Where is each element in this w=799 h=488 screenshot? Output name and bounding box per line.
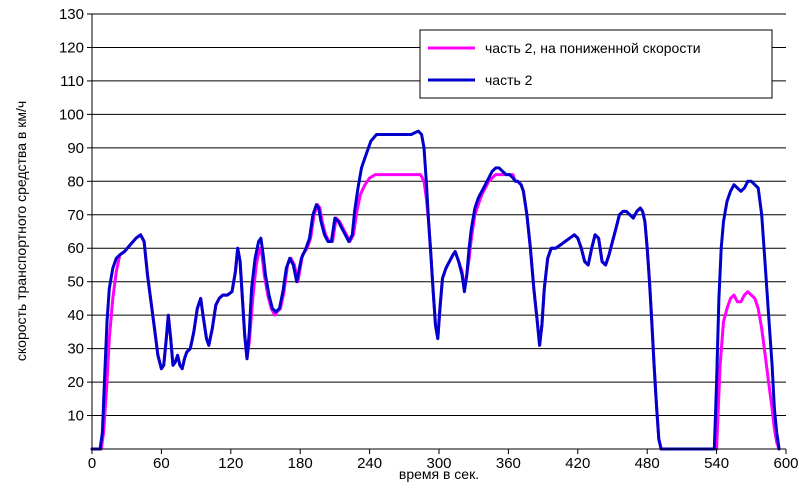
y-tick-label-50: 50 — [67, 274, 84, 291]
x-tick-label-240: 240 — [357, 455, 382, 472]
y-tick-label-60: 60 — [67, 240, 84, 257]
legend-label-main: часть 2 — [485, 72, 533, 88]
legend-box — [419, 29, 773, 99]
series-line-1 — [90, 129, 781, 451]
y-tick-label-20: 20 — [67, 374, 84, 391]
y-tick-label-80: 80 — [67, 173, 84, 190]
series-group — [90, 129, 781, 451]
x-tick-label-480: 480 — [635, 455, 660, 472]
y-tick-label-70: 70 — [67, 207, 84, 224]
x-tick-label-600: 600 — [773, 455, 798, 472]
y-tick-label-40: 40 — [67, 307, 84, 324]
y-tick-label-90: 90 — [67, 140, 84, 157]
x-tick-label-120: 120 — [218, 455, 243, 472]
x-tick-label-180: 180 — [288, 455, 313, 472]
x-tick-label-60: 60 — [153, 455, 170, 472]
y-tick-label-30: 30 — [67, 341, 84, 358]
y-tick-label-10: 10 — [67, 408, 84, 425]
y-axis-label: скорость транспортного средства в км/ч — [13, 101, 29, 361]
legend-label-reduced: часть 2, на пониженной скорости — [485, 40, 701, 56]
x-tick-label-0: 0 — [88, 455, 96, 472]
tick-labels: 10 20 30 40 50 60 70 80 90 100 110 120 130 0 60 120 180 2… — [59, 6, 799, 472]
axes — [87, 13, 787, 454]
x-tick-label-420: 420 — [565, 455, 590, 472]
x-axis-label: время в сек. — [399, 466, 479, 482]
x-tick-label-360: 360 — [496, 455, 521, 472]
y-tick-label-110: 110 — [60, 73, 84, 90]
y-tick-label-100: 100 — [59, 106, 84, 123]
x-tick-label-300: 300 — [426, 455, 451, 472]
legend: часть 2, на пониженной скорости часть 2 — [419, 29, 773, 99]
y-tick-label-120: 120 — [59, 39, 84, 56]
y-tick-label-130: 130 — [59, 6, 84, 23]
x-tick-label-540: 540 — [704, 455, 729, 472]
